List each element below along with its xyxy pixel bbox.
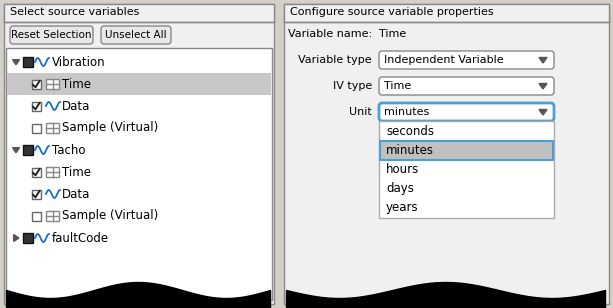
Text: Time: Time bbox=[62, 78, 91, 91]
Text: Independent Variable: Independent Variable bbox=[384, 55, 504, 65]
Text: Unit: Unit bbox=[349, 107, 372, 117]
Bar bbox=[31, 189, 40, 198]
Text: Reset Selection: Reset Selection bbox=[11, 30, 91, 40]
Polygon shape bbox=[539, 83, 547, 89]
Bar bbox=[4, 4, 274, 304]
Bar bbox=[23, 145, 33, 155]
Text: Data: Data bbox=[62, 99, 90, 112]
Polygon shape bbox=[539, 110, 547, 115]
Text: Data: Data bbox=[62, 188, 90, 201]
Polygon shape bbox=[12, 60, 20, 65]
Text: Variable name:: Variable name: bbox=[288, 29, 372, 39]
Bar bbox=[31, 212, 40, 221]
FancyBboxPatch shape bbox=[379, 51, 554, 69]
Text: IV type: IV type bbox=[333, 81, 372, 91]
Bar bbox=[380, 141, 553, 160]
Text: Unselect All: Unselect All bbox=[105, 30, 167, 40]
Bar bbox=[31, 124, 40, 132]
Bar bbox=[6, 48, 272, 300]
Polygon shape bbox=[539, 58, 547, 63]
Text: Variable type: Variable type bbox=[299, 55, 372, 65]
Bar bbox=[7, 73, 271, 95]
Text: minutes: minutes bbox=[386, 144, 434, 157]
FancyBboxPatch shape bbox=[101, 26, 171, 44]
Text: Vibration: Vibration bbox=[52, 55, 105, 68]
Bar bbox=[46, 211, 59, 221]
Text: Select source variables: Select source variables bbox=[10, 7, 139, 17]
Bar bbox=[379, 121, 554, 218]
Bar bbox=[23, 233, 33, 243]
Text: Time: Time bbox=[379, 29, 406, 39]
Polygon shape bbox=[12, 148, 20, 153]
Polygon shape bbox=[13, 234, 19, 241]
Bar bbox=[31, 79, 40, 88]
Bar bbox=[284, 4, 609, 304]
Text: minutes: minutes bbox=[384, 107, 429, 117]
FancyBboxPatch shape bbox=[10, 26, 93, 44]
Text: years: years bbox=[386, 201, 419, 214]
Text: Configure source variable properties: Configure source variable properties bbox=[290, 7, 493, 17]
Bar bbox=[31, 102, 40, 111]
Bar bbox=[23, 57, 33, 67]
Bar bbox=[46, 167, 59, 177]
Text: Sample (Virtual): Sample (Virtual) bbox=[62, 121, 158, 135]
Text: Time: Time bbox=[384, 81, 411, 91]
Text: Sample (Virtual): Sample (Virtual) bbox=[62, 209, 158, 222]
FancyBboxPatch shape bbox=[379, 77, 554, 95]
Text: hours: hours bbox=[386, 163, 419, 176]
Text: faultCode: faultCode bbox=[52, 232, 109, 245]
Bar bbox=[4, 4, 274, 22]
Bar bbox=[46, 123, 59, 133]
Text: Tacho: Tacho bbox=[52, 144, 85, 156]
Bar bbox=[284, 4, 609, 22]
Bar bbox=[31, 168, 40, 176]
FancyBboxPatch shape bbox=[379, 103, 554, 121]
Text: seconds: seconds bbox=[386, 125, 434, 138]
Text: Time: Time bbox=[62, 165, 91, 179]
Text: days: days bbox=[386, 182, 414, 195]
Bar bbox=[46, 79, 59, 89]
